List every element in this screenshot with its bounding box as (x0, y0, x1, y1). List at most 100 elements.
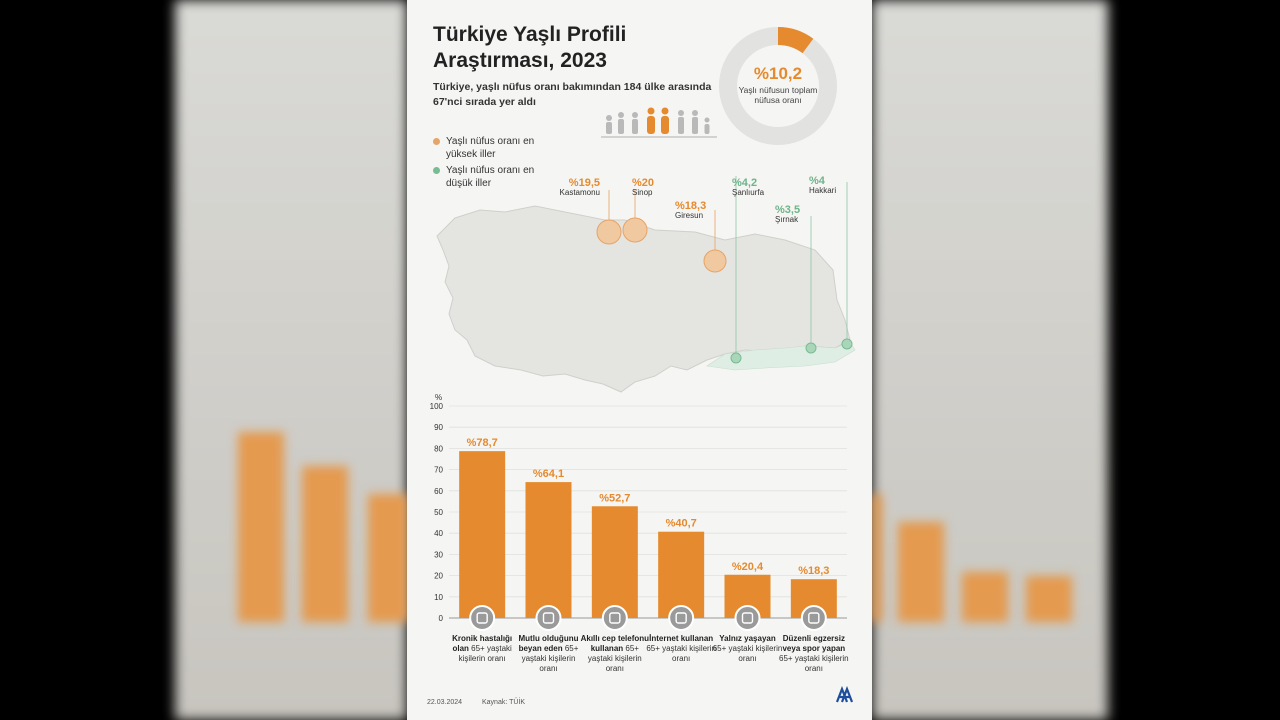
y-tick-label: 20 (434, 572, 443, 581)
blurred-bar (898, 522, 944, 622)
bar (591, 506, 638, 618)
pin-label-kastamonu: %19,5 Kastamonu (555, 178, 600, 198)
pin-city: Sinop (632, 188, 653, 197)
map-bubble-hakkari (841, 338, 853, 350)
category-bold-text: Mutlu olduğunu beyan eden (518, 634, 579, 653)
elderly-ratio-donut: %10,2 Yaşlı nüfusun toplam nüfusa oranı (718, 26, 838, 146)
bar-value-label: %18,3 (798, 565, 829, 577)
pin-value: %4,2 (732, 177, 758, 189)
category-bold-text: İnternet kullanan (649, 634, 714, 643)
bar-category-label: Yalnız yaşayan 65+ yaştaki kişilerin ora… (712, 634, 784, 664)
legend-item-high: Yaşlı nüfus oranı en yüksek iller (433, 135, 546, 161)
infographic-title: Türkiye Yaşlı Profili Araştırması, 2023 (433, 23, 627, 72)
pin-label-sanliurfa: %4,2 Şanlıurfa (732, 178, 764, 198)
y-tick-label: 100 (430, 402, 444, 411)
happy-faces-icon-glyph (542, 612, 555, 624)
y-tick-label: 40 (434, 529, 443, 538)
bar-category-label: Mutlu olduğunu beyan eden 65+ yaştaki ki… (513, 634, 585, 674)
category-rest-text: 65+ yaştaki kişilerin oranı (521, 644, 579, 673)
bar-value-label: %40,7 (666, 518, 697, 530)
bar (459, 451, 506, 618)
pin-label-sinop: %20 Sinop (632, 178, 654, 198)
category-rest-text: 65+ yaştaki kişilerin oranı (646, 644, 716, 663)
pin-label-hakkari: %4 Hakkari (809, 176, 836, 196)
bar (525, 482, 572, 618)
blurred-bar (368, 494, 408, 622)
pin-value: %4 (809, 175, 825, 187)
bar-value-label: %64,1 (533, 468, 564, 480)
category-bold-text: Akıllı cep telefonu kullanan (580, 634, 650, 653)
happy-faces-icon (535, 605, 562, 631)
smartphone-icon-glyph (609, 612, 621, 624)
category-bold-text: Kronik hastalığı olan (452, 634, 513, 653)
bar (658, 531, 705, 618)
blurred-bar (1026, 576, 1072, 622)
map-bubble-sirnak (805, 342, 817, 354)
bar-category-label: Kronik hastalığı olan 65+ yaştaki kişile… (446, 634, 518, 664)
runner-icon (800, 605, 827, 631)
legend-label-low: Yaşlı nüfus oranı en düşük iller (446, 165, 535, 189)
y-tick-label: 90 (434, 423, 443, 432)
y-tick-label: 70 (434, 466, 443, 475)
bar-value-label: %78,7 (467, 437, 498, 449)
map-bubble-kastamonu (596, 219, 622, 245)
turkey-map (436, 176, 856, 393)
bar-chart: % 0 10 20 30 40 50 60 70 80 90 100 %78,7 %64,1 %52,7 %4… (430, 393, 847, 631)
y-tick-label: 50 (434, 508, 443, 517)
legend-item-low: Yaşlı nüfus oranı en düşük iller (433, 164, 546, 190)
blurred-bar (302, 466, 348, 622)
map-bubble-sinop (622, 217, 648, 243)
y-axis-label: % (435, 393, 442, 402)
bar-value-label: %52,7 (599, 492, 630, 504)
pin-value: %20 (632, 177, 655, 189)
smartphone-icon (601, 605, 628, 631)
blurred-bar (962, 572, 1008, 622)
elderly-people-icon (601, 107, 717, 138)
map-low-region (706, 341, 856, 371)
hospital-icon-glyph (476, 612, 488, 624)
house-icon (734, 605, 761, 631)
legend-label-high: Yaşlı nüfus oranı en yüksek iller (446, 136, 535, 160)
pin-value: %19,5 (568, 177, 600, 189)
pin-city: Şanlıurfa (732, 188, 765, 197)
bar-category-label: Düzenli egzersiz veya spor yapan 65+ yaş… (778, 634, 850, 674)
pin-city: Hakkari (809, 186, 837, 195)
aa-logo-icon (835, 686, 853, 703)
hospital-icon (469, 605, 496, 631)
donut-value: %10,2 (753, 64, 803, 83)
blurred-bar (872, 494, 882, 622)
pin-value: %3,5 (775, 204, 801, 216)
donut-arc (719, 27, 837, 145)
y-tick-label: 0 (439, 614, 444, 623)
house-icon-glyph (741, 612, 754, 624)
legend-dot-low (433, 167, 440, 174)
bar-category-label: Akıllı cep telefonu kullanan 65+ yaştaki… (579, 634, 651, 674)
pin-city: Giresun (675, 211, 704, 220)
wifi-icon (668, 605, 695, 631)
y-tick-label: 30 (434, 550, 443, 559)
category-rest-text: 65+ yaştaki kişilerin oranı (712, 644, 783, 663)
infographic-card: Türkiye Yaşlı Profili Araştırması, 2023 … (407, 0, 872, 720)
infographic-subtitle: Türkiye, yaşlı nüfus oranı bakımından 18… (433, 81, 712, 108)
map-shape (436, 205, 851, 393)
bar-category-label: İnternet kullanan 65+ yaştaki kişilerin … (645, 634, 717, 664)
legend-dot-high (433, 138, 440, 145)
category-rest-text: 65+ yaştaki kişilerin oranı (458, 644, 512, 663)
pin-value: %18,3 (675, 200, 707, 212)
runner-icon-glyph (808, 612, 820, 624)
map-bubble-giresun (703, 249, 727, 273)
pin-city: Kastamonu (559, 188, 600, 197)
footer-date: 22.03.2024 (427, 699, 463, 706)
pin-label-giresun: %18,3 Giresun (675, 201, 706, 221)
bar-value-label: %20,4 (732, 561, 764, 573)
pin-label-sirnak: %3,5 Şırnak (775, 205, 800, 225)
y-tick-label: 80 (434, 444, 443, 453)
footer-source: Kaynak: TÜİK (482, 699, 526, 706)
wifi-icon-glyph (675, 612, 687, 624)
category-rest-text: 65+ yaştaki kişilerin oranı (587, 644, 642, 673)
category-bold-text: Yalnız yaşayan (719, 634, 776, 643)
blurred-bar (238, 432, 284, 622)
category-rest-text: 65+ yaştaki kişilerin oranı (779, 654, 849, 673)
donut-label: Yaşlı nüfusun toplam nüfusa oranı (738, 85, 818, 105)
y-tick-label: 10 (434, 593, 443, 602)
